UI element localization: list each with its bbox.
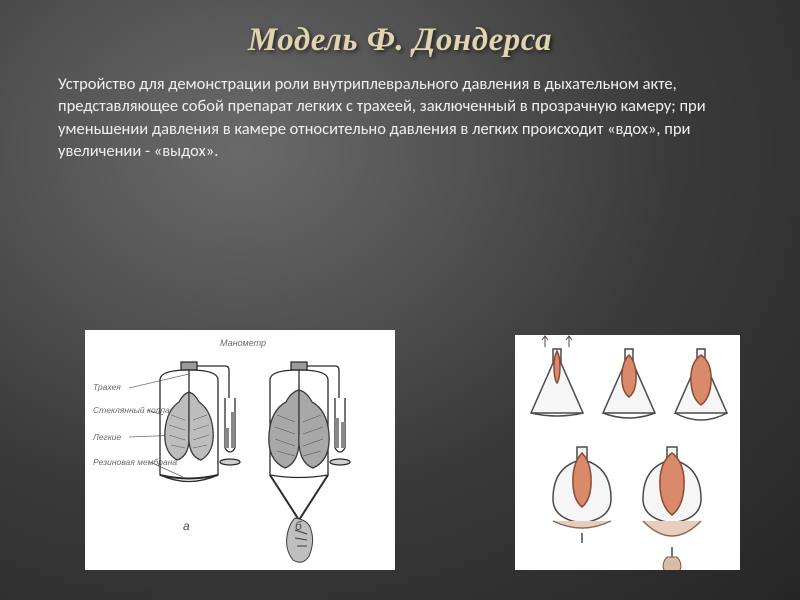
label-trachea: Трахея — [93, 382, 121, 392]
left-diagram: Трахея Стеклянный колпак Легкие Резинова… — [85, 330, 395, 570]
label-membrane: Резиновая мембрана — [93, 457, 177, 467]
label-glassbell: Стеклянный колпак — [93, 405, 175, 415]
sublabel-a: а — [183, 519, 190, 533]
figures-row: Трахея Стеклянный колпак Легкие Резинова… — [0, 330, 800, 570]
left-bg — [85, 330, 395, 570]
label-manometer: Манометр — [220, 338, 266, 348]
top-flasks — [531, 336, 727, 420]
slide-body-text: Устройство для демонстрации роли внутрип… — [0, 73, 800, 162]
right-diagram — [515, 335, 740, 570]
label-lungs: Легкие — [92, 432, 121, 442]
slide-title: Модель Ф. Дондерса — [0, 0, 800, 73]
